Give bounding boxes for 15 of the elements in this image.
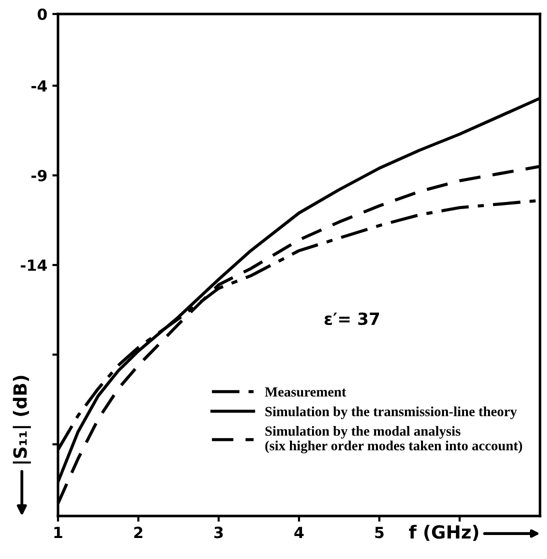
annotation: ε′= 37 [324, 312, 380, 326]
x-tick-label: 2 [134, 526, 142, 538]
x-tick-label: 4 [294, 526, 304, 538]
x-tick-label: 1 [54, 526, 62, 538]
x-tick-label: 3 [214, 526, 223, 538]
y-tick-label: 0 [38, 8, 47, 20]
y-tick-label: -14 [20, 260, 47, 271]
y-tick-label: -4 [31, 80, 47, 92]
legend-label: Simulation by the modal analysis (six higher order modes taken into account) [265, 426, 522, 454]
x-tick-label: 5 [375, 526, 384, 538]
x-axis-title: f (GHz) [409, 524, 478, 541]
y-axis-title: |S₁₁| (dB) [12, 376, 31, 464]
legend-label: Measurement [264, 387, 346, 397]
legend-label: Simulation by the transmission-line theory [265, 406, 517, 420]
y-tick-label: -9 [31, 170, 47, 182]
